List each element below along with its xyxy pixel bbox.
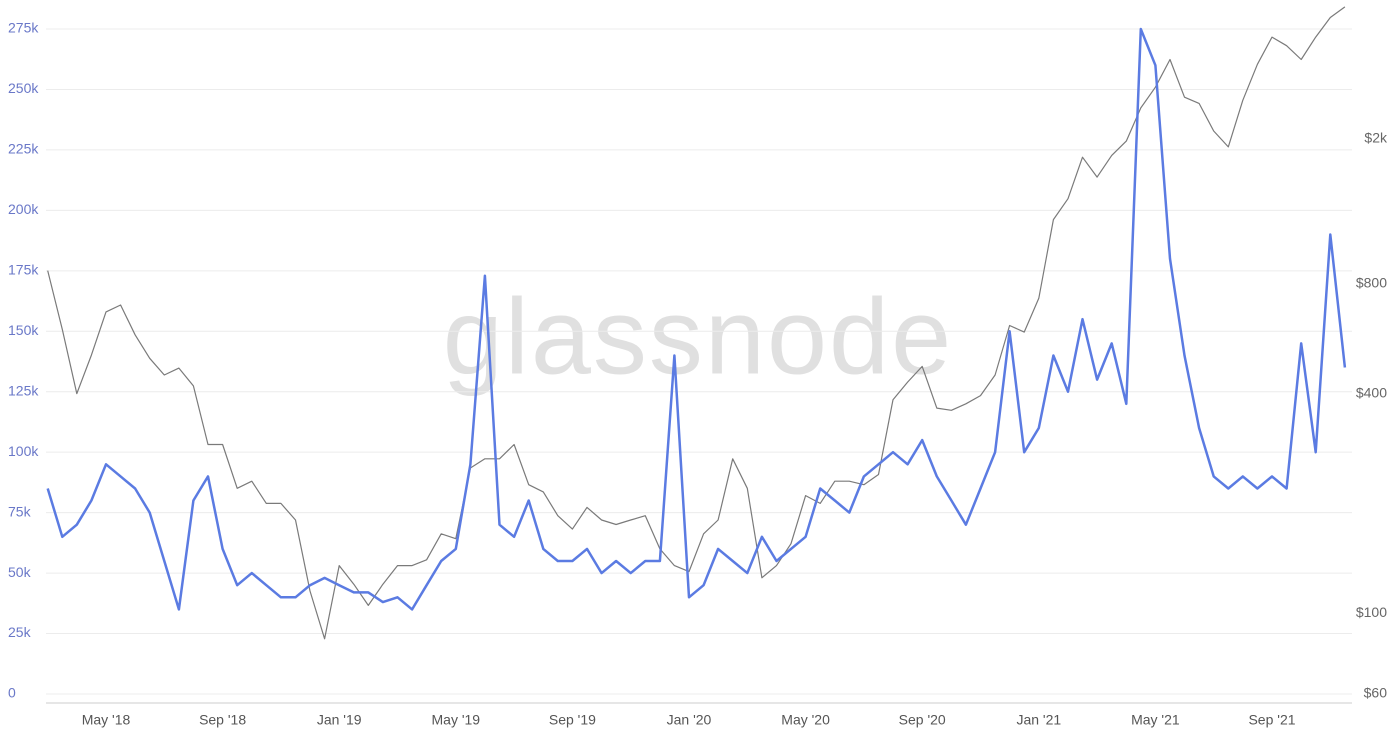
series-line bbox=[46, 27, 1347, 611]
y-tick-label: 125k bbox=[8, 382, 39, 398]
y-tick-label: 25k bbox=[8, 624, 32, 640]
y-tick-label: 250k bbox=[8, 80, 39, 96]
x-tick-label: Jan '21 bbox=[1016, 712, 1061, 728]
x-tick-label: Sep '18 bbox=[199, 712, 246, 728]
y2-tick-label: $800 bbox=[1356, 275, 1387, 291]
x-tick-label: Jan '19 bbox=[317, 712, 362, 728]
y2-tick-label: $400 bbox=[1356, 384, 1387, 400]
y2-tick-label: $60 bbox=[1364, 685, 1388, 701]
y-tick-label: 225k bbox=[8, 141, 39, 157]
x-tick-label: May '21 bbox=[1131, 712, 1180, 728]
y-tick-label: 200k bbox=[8, 201, 39, 217]
y2-tick-label: $2k bbox=[1364, 129, 1388, 145]
y-tick-label: 100k bbox=[8, 443, 39, 459]
series-line bbox=[47, 6, 1346, 640]
y-tick-label: 275k bbox=[8, 20, 39, 36]
x-tick-label: Sep '19 bbox=[549, 712, 596, 728]
x-tick-label: May '20 bbox=[781, 712, 830, 728]
y-tick-label: 50k bbox=[8, 564, 32, 580]
x-tick-label: Jan '20 bbox=[667, 712, 712, 728]
x-tick-label: Sep '21 bbox=[1248, 712, 1295, 728]
watermark: glassnode bbox=[443, 276, 953, 397]
y-tick-label: 150k bbox=[8, 322, 39, 338]
x-tick-label: Sep '20 bbox=[899, 712, 946, 728]
y-tick-label: 75k bbox=[8, 503, 32, 519]
y-tick-label: 0 bbox=[8, 685, 16, 701]
x-tick-label: May '19 bbox=[432, 712, 481, 728]
y2-tick-label: $100 bbox=[1356, 604, 1387, 620]
x-tick-label: May '18 bbox=[82, 712, 131, 728]
y-tick-label: 175k bbox=[8, 262, 39, 278]
